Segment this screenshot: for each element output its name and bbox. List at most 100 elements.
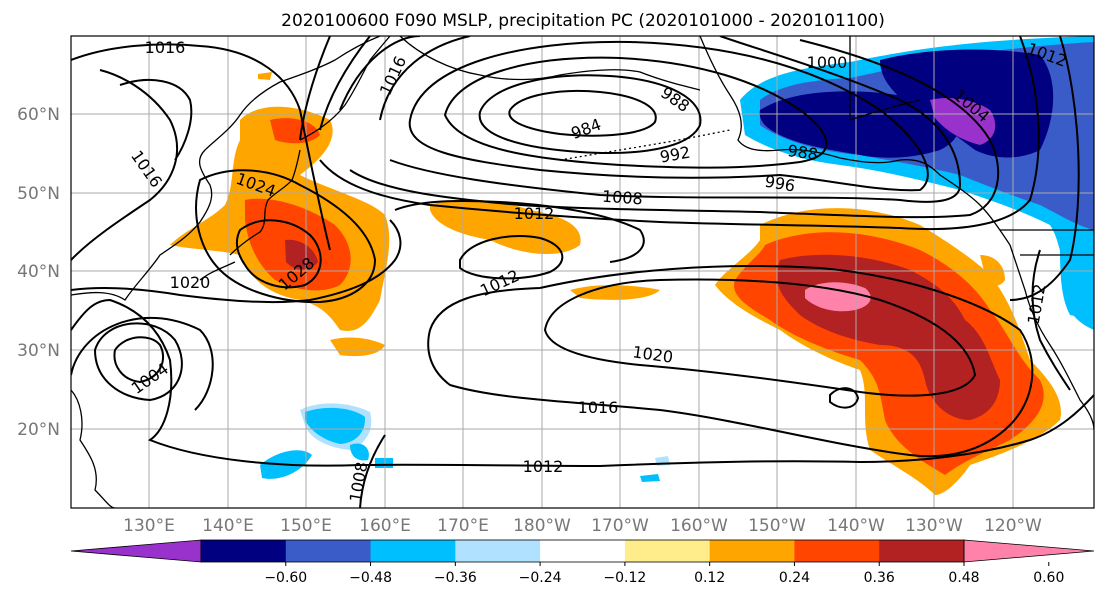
- map-frame: [70, 35, 1095, 509]
- isobar-1016-nw: [71, 43, 331, 261]
- coast-canada-north: [849, 36, 1094, 256]
- isobar-1016-low: [71, 316, 214, 411]
- isobar-1004-low: [113, 336, 165, 384]
- lon-label-140e: 140°E: [202, 516, 254, 536]
- colorbar-ticks: −0.60 −0.48 −0.36 −0.24 −0.12 0.12 0.24 0.36 0.4…: [264, 562, 1064, 586]
- isobar-label: 1000: [807, 53, 848, 72]
- precip-cyan-dot-b: [640, 474, 660, 482]
- precip-orange-kamchatka: [258, 72, 272, 80]
- isobar-1016-south-loop: [829, 387, 860, 409]
- precip-darkred-japan: [285, 239, 318, 270]
- colorbar-segment: [709, 540, 795, 562]
- coast-japan: [229, 149, 301, 256]
- map-panel: 1016 1016 1000 1012 988 984 992 1004 102…: [70, 35, 1095, 509]
- precip-cyan-central: [305, 407, 366, 444]
- coast-north-america: [1009, 244, 1094, 431]
- lon-label-120w: 120°W: [984, 516, 1042, 536]
- colorbar-segment: [794, 540, 880, 562]
- colorbar-tick-label: 0.12: [694, 570, 725, 586]
- isobar-984: [508, 89, 657, 137]
- coast-alaska: [699, 36, 1011, 246]
- isobar-label: 1012: [514, 204, 555, 223]
- colorbar-tick-label: 0.24: [779, 570, 810, 586]
- latitude-labels: 60°N 50°N 40°N 30°N 20°N: [17, 105, 60, 440]
- isobar-1012-north: [299, 36, 1080, 301]
- coast-kamchatka: [299, 36, 391, 141]
- coast-japan-south: [199, 261, 236, 281]
- precip-negative-central: [260, 403, 670, 482]
- precip-orange-coast: [980, 255, 1005, 286]
- isobar-1008-north: [319, 36, 1040, 231]
- isobar-1028: [236, 219, 322, 289]
- isobar-1004-north: [339, 36, 1000, 219]
- colorbar-tick-label: 0.60: [1033, 570, 1064, 586]
- colorbar-extend-high: [963, 539, 1095, 563]
- lon-label-170e: 170°E: [437, 516, 489, 536]
- colorbar-tick-label: −0.12: [603, 570, 646, 586]
- precip-navy-alaska: [759, 91, 959, 158]
- isobar-996: [408, 40, 929, 192]
- colorbar-segment: [879, 540, 965, 562]
- colorbar-segment: [624, 540, 711, 562]
- colorbar-outline: [200, 539, 965, 563]
- isobar-label: 1016: [578, 398, 619, 417]
- isobar-988: [478, 74, 702, 154]
- colorbar-segment: [370, 540, 456, 562]
- coast-asia-south: [71, 389, 116, 508]
- isobar-1012-loop: [459, 235, 564, 280]
- figure-title: 2020100600 F090 MSLP, precipitation PC (…: [281, 11, 885, 31]
- coast-siberia: [399, 36, 701, 91]
- isobar-1008-low: [93, 322, 183, 402]
- precip-pink-ne-pacific: [805, 282, 871, 312]
- isobar-label: 1008: [601, 187, 643, 209]
- colorbar-tick-label: −0.60: [264, 570, 307, 586]
- precip-purple-alaska: [930, 98, 996, 145]
- lon-label-140w: 140°W: [827, 516, 885, 536]
- lat-label-20n: 20°N: [17, 420, 60, 440]
- colorbar: −0.60 −0.48 −0.36 −0.24 −0.12 0.12 0.24 0.36 0.4…: [70, 539, 1095, 586]
- isobar-1008-south: [359, 434, 386, 508]
- precip-orange-nw-pacific: [430, 199, 581, 255]
- lat-label-40n: 40°N: [17, 262, 60, 282]
- colorbar-segment: [455, 540, 541, 562]
- lon-label-170w: 170°W: [591, 516, 649, 536]
- colorbar-tick-label: 0.36: [864, 570, 895, 586]
- isobar-label: 1012: [523, 457, 564, 476]
- precip-positive-east: [715, 208, 1061, 495]
- precip-orange-small: [570, 285, 660, 300]
- lon-label-130e: 130°E: [123, 516, 175, 536]
- precip-cyan-small-b: [350, 443, 369, 461]
- precip-red-japan-north: [270, 118, 320, 144]
- coastlines: [71, 36, 1094, 508]
- isobar-992: [443, 56, 828, 169]
- isobar-label: 1016: [145, 38, 186, 57]
- colorbar-segment: [285, 540, 372, 562]
- colorbar-tick-label: −0.48: [349, 570, 392, 586]
- lon-label-150e: 150°E: [280, 516, 332, 536]
- isobar-1020-east: [543, 278, 977, 397]
- isobar-label: 988: [786, 141, 819, 164]
- lat-label-60n: 60°N: [17, 105, 60, 125]
- lat-label-30n: 30°N: [17, 341, 60, 361]
- lon-label-150w: 150°W: [748, 516, 806, 536]
- isobar-1012-east-coast: [1031, 249, 1071, 391]
- coast-asia-mainland: [71, 36, 381, 301]
- lat-label-50n: 50°N: [17, 184, 60, 204]
- isobar-label: 1020: [170, 273, 211, 292]
- isobar-1000: [379, 36, 962, 203]
- lon-label-160w: 160°W: [670, 516, 728, 536]
- lon-label-130w: 130°W: [905, 516, 963, 536]
- precip-cyan-dot-c: [375, 458, 393, 468]
- lon-label-160e: 160°E: [359, 516, 411, 536]
- colorbar-segment: [201, 540, 287, 562]
- precip-cyan-coast: [1060, 250, 1094, 320]
- colorbar-tick-label: −0.36: [434, 570, 477, 586]
- isobars: [71, 36, 1094, 508]
- precip-orange-japan-south: [330, 337, 385, 357]
- colorbar-tick-label: −0.24: [519, 570, 562, 586]
- colorbar-segments: [70, 539, 1095, 563]
- isobar-1024: [195, 169, 377, 304]
- isobar-1016-east: [427, 265, 1034, 458]
- colorbar-extend-low: [70, 539, 202, 563]
